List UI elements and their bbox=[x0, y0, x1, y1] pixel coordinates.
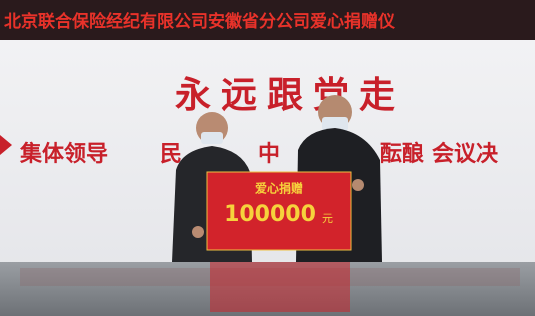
motto-part: 会议决 bbox=[432, 141, 499, 167]
hand bbox=[192, 226, 204, 238]
motto-part: 中 bbox=[258, 142, 280, 167]
board-title: 爱心捐赠 bbox=[255, 181, 303, 196]
board-amount: 100000 bbox=[224, 202, 316, 227]
reflection bbox=[210, 262, 350, 312]
board-unit: 元 bbox=[322, 212, 333, 225]
motto-part: 集体领导 bbox=[19, 141, 108, 167]
banner-text: 北京联合保险经纪有限公司安徽省分公司爱心捐赠仪 bbox=[4, 11, 396, 32]
photo: 北京联合保险经纪有限公司安徽省分公司爱心捐赠仪 永远跟党走 集体领导 民 中 酝… bbox=[0, 0, 535, 316]
hand bbox=[352, 179, 364, 191]
motto-part: 酝酿 bbox=[380, 141, 424, 167]
motto-part: 民 bbox=[160, 142, 182, 167]
slogan: 永远跟党走 bbox=[175, 74, 405, 116]
mask bbox=[201, 132, 223, 144]
